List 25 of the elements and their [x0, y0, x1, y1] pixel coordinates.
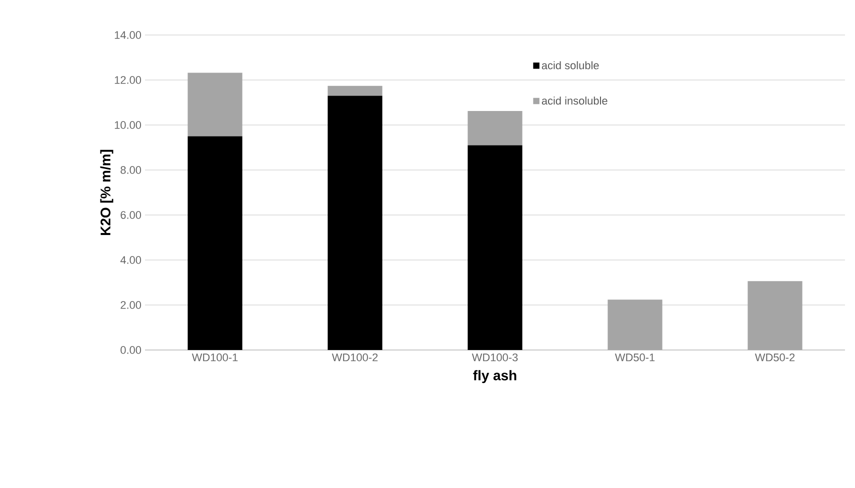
bar — [328, 96, 382, 350]
bar — [188, 72, 242, 136]
x-tick-label: WD50-1 — [614, 354, 655, 362]
y-tick-label: 8.00 — [120, 166, 142, 174]
legend-label: acid insoluble — [542, 96, 608, 105]
bar — [608, 300, 662, 350]
bar — [328, 86, 382, 96]
y-tick-label: 6.00 — [120, 211, 142, 219]
y-tick-label: 0.00 — [120, 346, 142, 354]
y-tick-label: 14.00 — [114, 31, 142, 39]
x-tick-label: WD50-2 — [754, 354, 795, 362]
x-tick-label: WD100-1 — [192, 354, 238, 362]
bar — [748, 281, 802, 350]
y-tick-label: 12.00 — [114, 76, 142, 84]
x-tick-label: WD100-2 — [332, 354, 378, 362]
bar — [468, 145, 522, 350]
x-tick-label: WD100-3 — [472, 354, 518, 362]
y-tick-label: 10.00 — [114, 121, 142, 129]
bar — [188, 136, 242, 350]
y-tick-label: 4.00 — [120, 256, 142, 264]
y-tick-label: 2.00 — [120, 301, 142, 309]
x-axis-title: fly ash — [473, 370, 516, 384]
legend-label: acid soluble — [542, 61, 599, 70]
y-axis-title: K2O [% m/m] — [100, 150, 114, 235]
bar — [468, 111, 522, 146]
